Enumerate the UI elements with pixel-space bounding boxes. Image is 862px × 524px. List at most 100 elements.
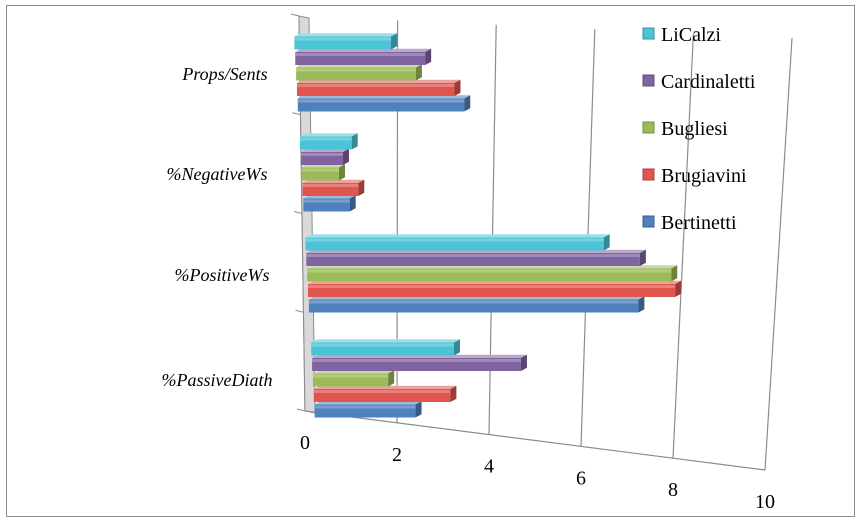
bar-end-face — [639, 249, 646, 266]
legend-item-cardinaletti: Cardinaletti — [642, 71, 756, 93]
category-label-positivews: %PositiveWs — [175, 265, 270, 285]
bar-top-face — [301, 164, 345, 168]
bar-highlight — [306, 254, 640, 257]
category-label-passivediath: %PassiveDiath — [162, 370, 273, 390]
bar-end-face — [425, 48, 432, 65]
category-tick-mark — [295, 309, 304, 313]
bar-end-face — [358, 179, 365, 196]
bar-top-face — [296, 79, 461, 83]
bar-negativews-bugliesi — [301, 164, 345, 181]
bar-top-face — [308, 280, 682, 284]
bar-end-face — [638, 296, 645, 313]
bar-negativews-licalzi — [299, 133, 358, 150]
x-tick-label-8: 8 — [668, 479, 678, 501]
legend-swatch — [642, 121, 655, 134]
gridline — [764, 37, 793, 471]
x-tick-label-2: 2 — [392, 444, 402, 466]
bar-highlight — [294, 37, 391, 41]
bar-top-face — [294, 33, 397, 37]
bar-highlight — [308, 300, 639, 304]
bar-passivediath-licalzi — [311, 339, 461, 356]
bar-end-face — [464, 95, 471, 112]
category-labels: %PassiveDiath %PositiveWs %NegativeWs Props… — [162, 64, 273, 390]
bar-passivediath-cardinaletti — [312, 354, 527, 371]
bar-top-face — [311, 339, 461, 343]
bar-end-face — [415, 64, 422, 81]
bar-highlight — [297, 99, 465, 103]
legend-swatch — [642, 215, 655, 228]
bar-end-face — [338, 164, 345, 181]
bar-top-face — [303, 195, 356, 199]
bar-end-face — [603, 234, 610, 251]
legend-label: Brugiavini — [661, 165, 747, 187]
bar-highlight — [312, 374, 389, 378]
bar-top-face — [313, 385, 457, 389]
legend-swatch — [642, 74, 655, 87]
bar-props-sents-cardinaletti — [295, 48, 432, 65]
bar-highlight — [311, 343, 455, 347]
legend-label: LiCalzi — [661, 24, 721, 46]
bar-top-face — [312, 370, 395, 374]
bar-highlight — [301, 168, 339, 172]
bar-props-sents-licalzi — [294, 33, 397, 50]
x-tick-label-10: 10 — [755, 491, 775, 513]
bar-highlight — [296, 68, 416, 72]
legend-item-licalzi: LiCalzi — [642, 24, 721, 46]
bar-top-face — [295, 48, 432, 52]
bar-positivews-cardinaletti — [306, 249, 646, 266]
bar-top-face — [312, 354, 527, 358]
bar-positivews-bertinetti — [308, 296, 645, 313]
bar-highlight — [303, 199, 350, 203]
bar-highlight — [300, 153, 343, 156]
bar-series-group — [294, 33, 682, 418]
legend-swatch — [642, 27, 655, 40]
category-label-props-sents: Props/Sents — [181, 64, 267, 84]
bar-passivediath-brugiavini — [313, 385, 457, 402]
bar-highlight — [312, 359, 521, 362]
floor-axis-line — [304, 410, 766, 471]
bar-top-face — [314, 401, 422, 405]
bar-props-sents-bertinetti — [297, 95, 471, 112]
bar-end-face — [349, 195, 356, 212]
x-tick-labels: 0 2 4 6 8 10 — [300, 432, 775, 513]
bar-negativews-cardinaletti — [300, 148, 349, 165]
bar-highlight — [305, 238, 604, 242]
bar-top-face — [299, 133, 358, 137]
category-tick-mark — [290, 13, 300, 17]
bar-negativews-bertinetti — [303, 195, 356, 212]
bar-highlight — [295, 53, 426, 56]
bar-highlight — [296, 84, 455, 87]
bar-end-face — [390, 33, 397, 50]
bar-top-face — [300, 148, 349, 152]
legend-label: Bertinetti — [661, 212, 737, 234]
bar-top-face — [297, 95, 471, 99]
gridline — [488, 24, 497, 435]
bar-passivediath-bugliesi — [312, 370, 395, 387]
bar-passivediath-bertinetti — [314, 401, 422, 418]
bar-positivews-bugliesi — [307, 265, 678, 282]
bar-end-face — [520, 354, 527, 371]
category-tick-mark — [296, 408, 306, 412]
bar-end-face — [415, 401, 422, 418]
bar-positivews-brugiavini — [308, 280, 682, 297]
bar-highlight — [314, 405, 416, 409]
bar-top-face — [307, 265, 678, 269]
category-label-negativews: %NegativeWs — [167, 164, 268, 184]
legend-label: Bugliesi — [661, 118, 728, 140]
bar-highlight — [313, 390, 451, 393]
legend-item-bugliesi: Bugliesi — [642, 118, 728, 140]
bar-top-face — [308, 296, 645, 300]
legend-label: Cardinaletti — [661, 71, 756, 93]
bar-end-face — [450, 385, 457, 402]
bar-props-sents-bugliesi — [296, 64, 422, 81]
x-tick-label-6: 6 — [576, 467, 586, 489]
gridline — [672, 33, 694, 459]
bar-highlight — [302, 184, 359, 187]
x-tick-label-0: 0 — [300, 432, 310, 454]
bar-end-face — [454, 79, 461, 96]
bar-positivews-licalzi — [305, 234, 610, 251]
chart-frame: %PassiveDiath %PositiveWs %NegativeWs Props… — [6, 5, 855, 517]
bar-props-sents-brugiavini — [296, 79, 461, 96]
bar-top-face — [306, 249, 646, 253]
bar-chart: %PassiveDiath %PositiveWs %NegativeWs Props… — [162, 13, 793, 513]
